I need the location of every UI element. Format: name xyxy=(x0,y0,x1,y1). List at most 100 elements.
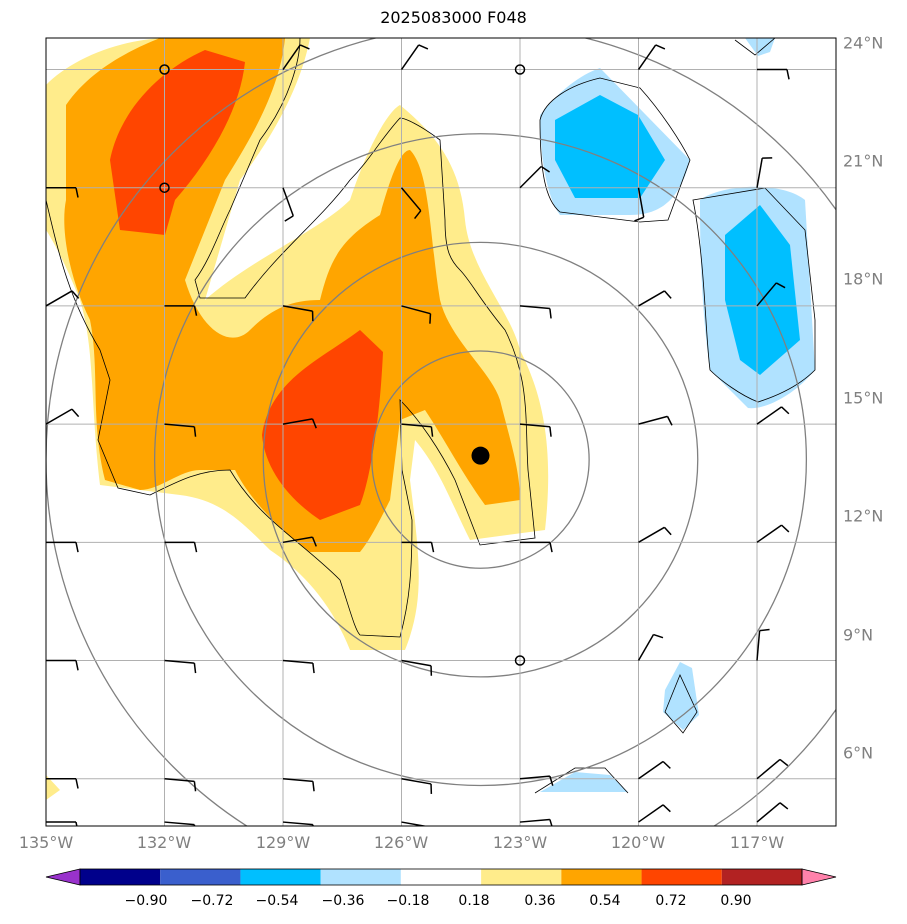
barb-flag xyxy=(299,44,310,50)
barb-flag xyxy=(312,781,315,792)
wind-barb xyxy=(401,305,432,324)
barb-flag xyxy=(193,663,197,674)
wind-barb xyxy=(638,526,672,543)
barb-flag xyxy=(655,44,666,50)
contour-line-east-blue xyxy=(692,187,816,403)
colorbar-extend-low xyxy=(45,868,81,886)
wind-barb xyxy=(519,165,550,189)
contour-line-west xyxy=(46,38,536,638)
wind-barb xyxy=(400,187,422,220)
wind-barb xyxy=(519,775,554,786)
barb-shaft xyxy=(282,305,313,312)
range-ring xyxy=(262,241,699,678)
wind-barb xyxy=(46,290,80,307)
wind-barb xyxy=(164,777,197,792)
wind-barb xyxy=(756,802,789,823)
barb-shaft xyxy=(756,630,761,661)
barb-shaft xyxy=(756,158,763,188)
barb-shaft xyxy=(164,777,195,783)
wind-barb xyxy=(400,44,429,70)
wind-barb xyxy=(401,423,434,437)
barb-shaft xyxy=(637,634,655,661)
range-ring xyxy=(371,350,590,569)
wind-barb xyxy=(282,418,317,429)
barb-flag xyxy=(75,821,78,826)
barb-flag xyxy=(781,406,790,415)
wind-barb xyxy=(756,758,789,780)
lon-label-129w: 129°W xyxy=(255,833,311,852)
colorbar-cell xyxy=(160,869,241,885)
barb-flag xyxy=(549,775,554,786)
range-rings xyxy=(46,38,836,826)
lon-label-123w: 123°W xyxy=(492,833,548,852)
contour-line-small xyxy=(664,673,698,734)
colorbar-label: −0.90 xyxy=(124,893,168,909)
wind-barb xyxy=(514,64,526,75)
lon-label-135w: 135°W xyxy=(18,833,74,852)
light-blue-bottom xyxy=(540,772,628,792)
range-ring xyxy=(153,133,808,787)
barb-shaft xyxy=(401,659,432,667)
lat-label-18n: 18°N xyxy=(843,269,884,289)
wind-barb xyxy=(638,415,673,426)
lat-label-9n: 9°N xyxy=(843,625,874,645)
barb-shaft xyxy=(400,44,420,70)
barb-flag xyxy=(284,215,294,222)
wind-barb xyxy=(401,541,435,553)
barb-flag xyxy=(430,426,434,437)
wind-barb xyxy=(520,541,553,553)
barb-flag xyxy=(549,308,552,319)
barb-shaft xyxy=(638,804,664,823)
lon-label-120w: 120°W xyxy=(610,833,666,852)
wind-barb xyxy=(282,821,314,826)
barb-shaft xyxy=(756,758,781,780)
barb-shaft xyxy=(637,44,657,70)
wind-barb xyxy=(159,64,170,75)
barb-flag xyxy=(653,633,664,639)
colorbar-label: 0.72 xyxy=(655,893,687,909)
barb-flag xyxy=(430,542,435,553)
barb-flag xyxy=(662,760,671,769)
barb-shaft xyxy=(401,777,432,785)
wind-barb xyxy=(164,541,198,553)
lat-label-6n: 6°N xyxy=(843,743,874,763)
barb-shaft xyxy=(164,821,195,826)
wind-barb xyxy=(638,290,672,307)
calm-marker xyxy=(514,64,526,75)
barb-shaft xyxy=(46,290,73,307)
yellow-patch-southwest xyxy=(46,775,60,800)
map-content xyxy=(46,38,836,826)
colorbar-cell xyxy=(80,869,161,885)
calm-marker xyxy=(159,64,170,75)
graticule xyxy=(46,38,836,826)
barb-shaft xyxy=(519,818,550,823)
wind-barb xyxy=(282,187,294,222)
wind-barb xyxy=(401,659,433,676)
wind-barb xyxy=(46,541,79,553)
barb-flag xyxy=(775,282,786,289)
barb-flag xyxy=(193,426,197,437)
shaded-contours xyxy=(46,38,815,800)
barb-flag xyxy=(193,542,198,553)
barb-shaft xyxy=(401,423,432,428)
wind-barb xyxy=(46,777,79,789)
wind-barb xyxy=(164,821,196,826)
colorbar-cell xyxy=(641,869,722,885)
wind-barb xyxy=(756,406,790,425)
contour-lines xyxy=(46,38,816,794)
colorbar-label: −0.18 xyxy=(386,893,430,909)
barb-flag xyxy=(549,542,553,553)
map-frame xyxy=(45,37,837,827)
colorbar-cell xyxy=(320,869,401,885)
wind-barb xyxy=(401,777,433,794)
barb-shaft xyxy=(282,187,294,217)
barb-shaft xyxy=(46,408,73,425)
barb-flag xyxy=(786,69,790,80)
red-contour-northwest xyxy=(110,50,245,235)
wind-barb xyxy=(637,44,666,70)
light-blue-small xyxy=(663,662,699,730)
colorbar-cell xyxy=(561,869,642,885)
barb-shaft xyxy=(638,760,664,780)
lon-label-117w: 117°W xyxy=(729,833,785,852)
colorbar-extend-high xyxy=(801,868,837,886)
